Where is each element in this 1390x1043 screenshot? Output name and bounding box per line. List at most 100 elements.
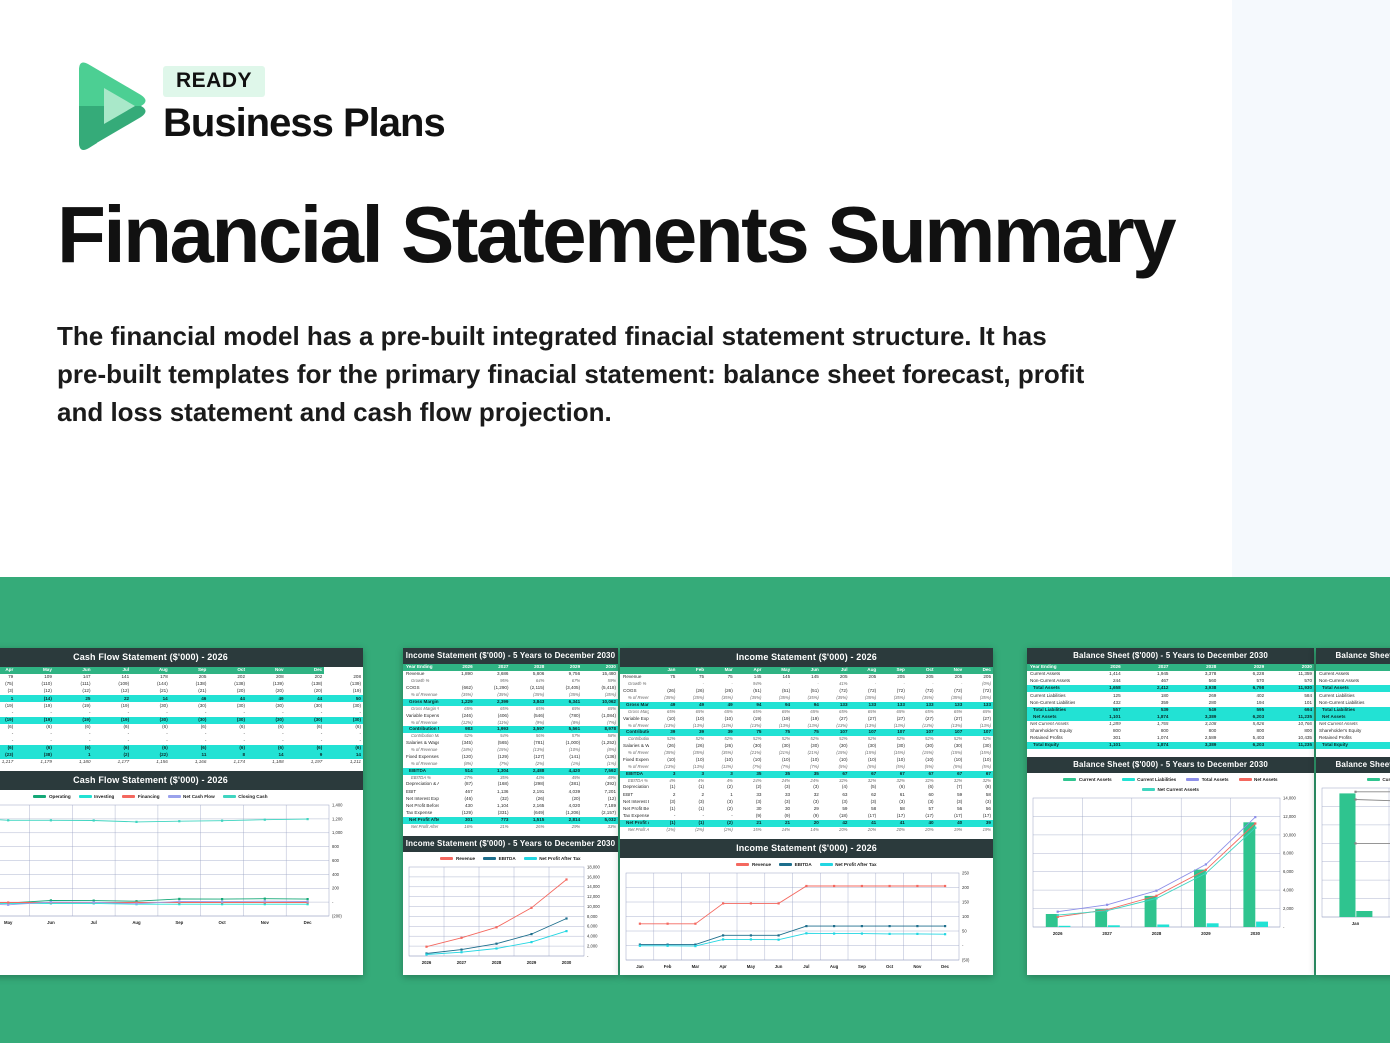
row-label: Gross Margin [620,701,649,709]
cell: (109) [118,681,130,687]
cell: 3 [648,770,678,778]
cell: 24% [753,777,762,783]
table-row: Current Liabilities 125 180 269 402 584 [1027,692,1314,699]
cell: 5,806 [532,671,545,677]
cell: (129) [461,809,473,815]
cell: 1,890 [461,671,473,677]
cell: 65% [666,708,676,714]
cell: (8%) [607,747,616,753]
cell: 2 [701,791,705,797]
legend-swatch [779,862,793,866]
svg-text:1,200: 1,200 [332,817,343,822]
cell: (6) [0,745,16,753]
cell: (35%) [893,695,905,701]
cell: 58 [899,805,905,811]
svg-text:100: 100 [962,913,970,918]
legend-swatch [78,795,92,799]
cell: 133 [849,701,879,709]
svg-text:2027: 2027 [1102,931,1112,936]
table-row: Current Assets 1,414 1,945 3,378 6,228 11,359 [1027,671,1314,678]
cell: 32% [982,777,991,783]
cell: (6) [285,745,325,753]
table-row: Depreciation & Amortization (87) (168) (298… [403,781,618,788]
col-header: Jul [92,667,132,675]
cell: 58 [985,791,991,797]
row-label: Contribution Margin [403,726,439,734]
col-header: Jun [53,667,93,675]
row-label: Net Assets [1027,713,1075,721]
svg-text:200: 200 [962,884,970,889]
cell: (168) [497,781,509,787]
cell: (3) [755,798,762,804]
svg-text:400: 400 [332,872,340,877]
cell: 65% [607,705,616,711]
cell: 125 [1112,692,1121,698]
cell: 67% [571,678,581,684]
cell: (30) [810,743,819,749]
cell: (15%) [497,747,509,753]
cell: 205 [954,674,963,680]
cell: 67 [878,770,907,778]
cell: 4,020 [568,802,581,808]
svg-text:Apr: Apr [719,964,727,969]
cell: 67 [906,770,936,778]
col-header: May [763,667,793,675]
cell: 39 [648,729,678,737]
screenshot-income-monthly[interactable]: Income Statement ($'000) - 2026 Jan Feb Ma… [620,648,993,975]
cell: 799 [1366,713,1390,721]
cell: (546) [533,712,545,718]
cell: 65% [535,705,545,711]
cell: (5%) [953,764,963,770]
cell: 1,180 [79,759,91,765]
table-row: % of Revenue (35%) (35%) (35%) (21%) (21%) (21… [620,750,993,757]
svg-text:50: 50 [962,928,967,933]
screenshot-balance-5yr[interactable]: Balance Sheet ($'000) - 5 Years to Decem… [1027,648,1314,975]
cell: (3) [813,798,819,804]
svg-text:Sep: Sep [858,964,866,969]
legend-label: EBITDA [794,861,812,867]
cell: (35%) [692,750,705,756]
cell: (19) [0,716,16,724]
screenshot-cash-flow[interactable]: Cash Flow Statement ($'000) - 2026 Apr Ma… [0,648,363,975]
cell: 6,203 [1218,713,1267,721]
cell: 56 [985,805,991,811]
cell: 15% [753,827,762,833]
cell: 52% [724,736,733,742]
row-label: Growth % [411,678,430,684]
row-label: Shareholder's Equity [1319,727,1362,733]
legend-label: Investing [94,794,115,800]
cell: (18%) [461,747,473,753]
cell: - [282,730,284,736]
cell: 39 [677,729,707,737]
cell: (17) [896,812,905,818]
row-label: EBITDA % [411,774,431,780]
income-5yr-legend: Revenue EBITDA Net Profit After Tax [403,852,618,863]
screenshot-income-5yr[interactable]: Income Statement ($'000) - 5 Years to De… [403,648,618,975]
cell: (139) [350,681,361,687]
cell: (111) [80,681,91,687]
row-label: Total Equity [1027,742,1075,750]
table-row: Salaries & Wages (345) (565) (781) (1,000) (1… [403,740,618,747]
table-row: Revenue 75 75 75 145 145 145 205 205 205 205 205 205 [620,674,993,681]
table-row: EBITDA 3 3 3 35 35 35 67 67 67 67 67 67 [620,770,993,778]
cell: (19) [120,702,130,708]
legend-item: Current Assets [1063,777,1112,782]
cell: (144) [157,681,168,687]
cell: 1,765 [1156,720,1169,726]
cell: (3) [899,798,905,804]
svg-text:16,000: 16,000 [587,874,600,879]
legend-item: Net Current Assets [1142,787,1199,792]
svg-text:2028: 2028 [1152,931,1162,936]
cell: (1) [1366,735,1390,742]
cell: 800 [1366,728,1390,735]
cell: 1 [53,752,93,760]
cell: (19) [810,715,819,721]
cell: (30) [982,743,991,749]
svg-text:Sep: Sep [175,920,183,925]
cell: - [50,738,52,744]
cell: (3,405) [565,685,581,691]
screenshot-balance-monthly[interactable]: Balance Sheet ($'000) - 2026 JanFebCurre… [1316,648,1390,975]
row-label: % of Revenue [628,764,649,770]
cell: 5,403 [1252,735,1265,741]
svg-text:Jul: Jul [91,920,97,925]
